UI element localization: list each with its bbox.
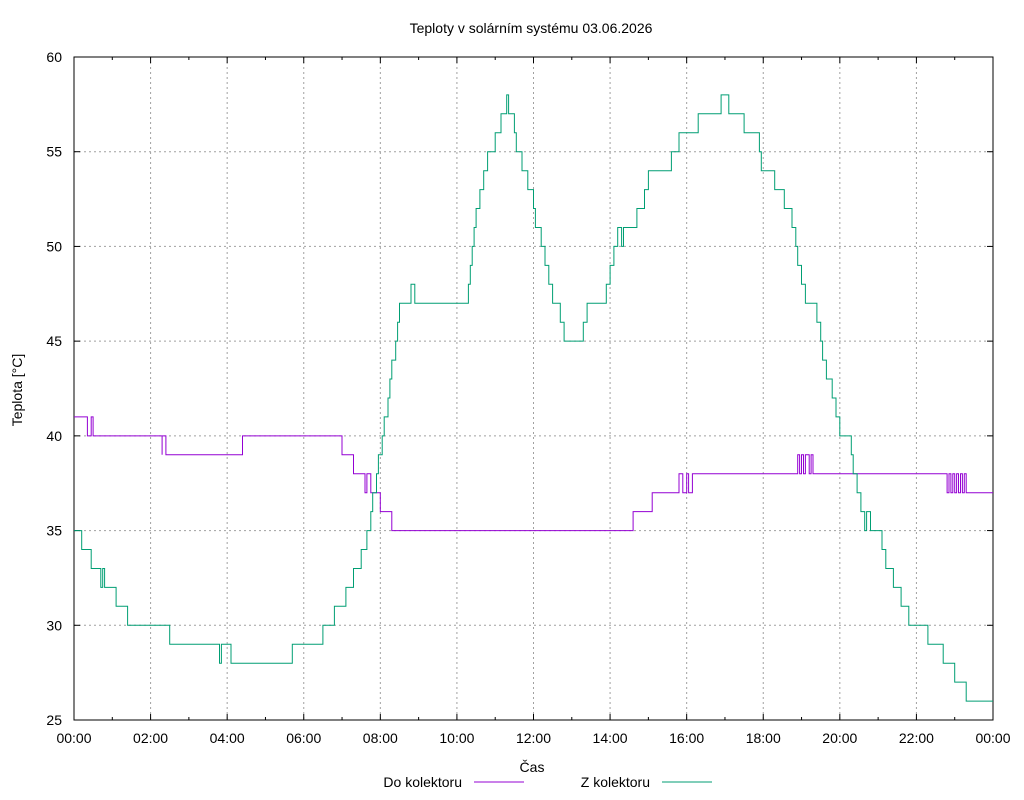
x-tick-label: 00:00 <box>975 730 1010 746</box>
y-tick-label: 25 <box>46 712 62 728</box>
x-tick-label: 06:00 <box>286 730 321 746</box>
x-tick-label: 22:00 <box>899 730 934 746</box>
y-tick-label: 55 <box>46 144 62 160</box>
x-tick-label: 08:00 <box>363 730 398 746</box>
legend-label: Z kolektoru <box>581 774 650 790</box>
legend-label: Do kolektoru <box>383 774 462 790</box>
x-tick-label: 14:00 <box>593 730 628 746</box>
x-axis-title: Čas <box>520 759 545 775</box>
x-tick-label: 04:00 <box>210 730 245 746</box>
y-tick-label: 60 <box>46 49 62 65</box>
series-line-do-kolektoru <box>74 416 993 532</box>
legend: Do kolektoru Z kolektoru <box>383 774 712 790</box>
x-tick-label: 10:00 <box>439 730 474 746</box>
y-axis-title: Teplota [°C] <box>9 354 25 427</box>
y-tick-label: 50 <box>46 238 62 254</box>
x-tick-label: 16:00 <box>669 730 704 746</box>
y-tick-label: 35 <box>46 523 62 539</box>
x-tick-label: 12:00 <box>516 730 551 746</box>
series-line-z-kolektoru <box>74 94 993 702</box>
grid-layer <box>74 57 993 720</box>
y-tick-label: 45 <box>46 333 62 349</box>
tick-layer: 25 30 35 40 45 50 55 60 00:00 02:00 04:00 06:00 08:0… <box>46 49 1010 746</box>
x-tick-label: 18:00 <box>746 730 781 746</box>
series-layer <box>74 94 993 702</box>
chart-title: Teploty v solárním systému 03.06.2026 <box>410 20 653 36</box>
y-tick-label: 40 <box>46 428 62 444</box>
x-tick-label: 20:00 <box>822 730 857 746</box>
x-tick-label: 02:00 <box>133 730 168 746</box>
y-tick-label: 30 <box>46 617 62 633</box>
x-tick-label: 00:00 <box>56 730 91 746</box>
